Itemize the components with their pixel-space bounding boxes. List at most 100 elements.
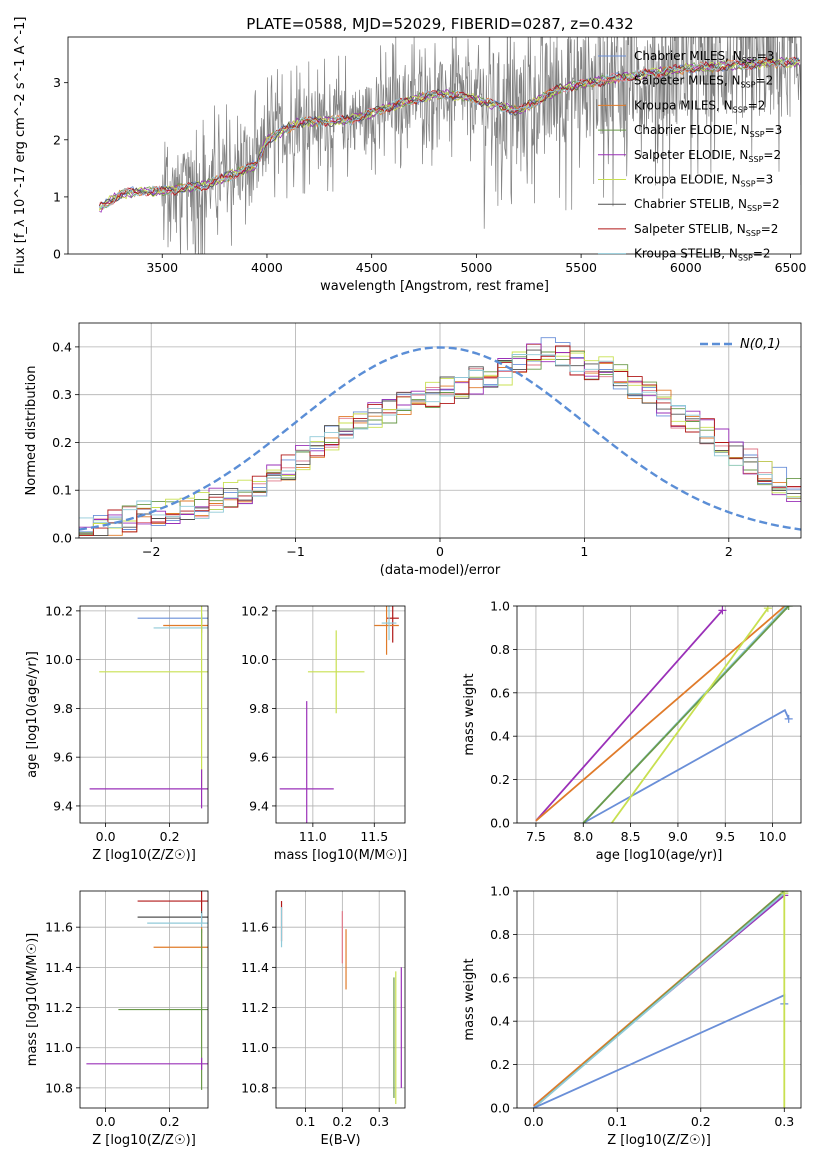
legend-count: =2 (763, 148, 781, 162)
end-marker (784, 714, 793, 723)
legend-label: Kroupa ELODIE, NSSP=3 (634, 173, 773, 189)
y-axis-label: age [log10(age/yr)] (25, 651, 40, 778)
axes-frame (79, 890, 209, 1109)
y-tick-label: 0.0 (52, 531, 72, 546)
end-marker (763, 606, 772, 613)
legend-label: Chabrier ELODIE, NSSP=3 (634, 123, 782, 139)
legend-label: N(0,1) (740, 337, 781, 352)
x-tick-label: 11.5 (360, 829, 388, 844)
y-tick-label: 0.2 (490, 772, 510, 787)
x-tick-label: 7.5 (526, 829, 546, 844)
error-bar-point (137, 891, 208, 912)
model-spectrum (99, 56, 800, 206)
y-tick-label: 9.8 (53, 701, 73, 716)
y-axis-label: Normed distribution (24, 366, 39, 496)
legend-subscript: SSP (741, 81, 756, 90)
x-axis-label: age [log10(age/yr)] (596, 848, 723, 863)
x-tick-label: 6500 (775, 260, 807, 275)
y-tick-label: 0.8 (490, 927, 510, 942)
x-tick-label: 10.0 (759, 829, 787, 844)
panel-age-vs-mass: 11.0 11.5 9.4 9.6 9.8 10.0 10.2 mass [log10(M/M… (241, 603, 407, 863)
legend-count: =2 (762, 197, 780, 211)
x-tick-label: 0.0 (524, 1114, 544, 1129)
y-tick-label: 0.4 (490, 1014, 510, 1029)
y-tick-label: 11.2 (241, 1000, 269, 1015)
panel-mass-vs-ebv: 0.1 0.2 0.3 10.8 11.0 11.2 11.4 11.6 E(B-V) (241, 890, 406, 1148)
legend-subscript: SSP (746, 229, 761, 238)
x-tick-label: 8.5 (621, 829, 641, 844)
y-tick-label: 9.6 (53, 750, 73, 765)
x-tick-label: 5500 (565, 260, 597, 275)
legend-label: Salpeter STELIB, NSSP=2 (634, 222, 778, 238)
error-bar-point (137, 613, 208, 624)
end-marker (718, 606, 727, 615)
x-tick-label: 3500 (146, 260, 178, 275)
error-bar-point (153, 927, 208, 968)
y-tick-label: 9.4 (53, 798, 73, 813)
x-tick-label: 0.0 (96, 1114, 116, 1129)
x-tick-label: 1 (580, 544, 588, 559)
legend-subscript: SSP (750, 130, 765, 139)
x-tick-label: 0.1 (607, 1114, 627, 1129)
y-tick-label: 10.2 (241, 603, 269, 618)
y-tick-label: 0.2 (52, 435, 72, 450)
x-axis-label: Z [log10(Z/Z☉)] (607, 1133, 711, 1148)
legend-count: =2 (748, 98, 766, 112)
x-tick-label: −2 (142, 544, 160, 559)
x-axis-label: wavelength [Angstrom, rest frame] (320, 279, 549, 294)
legend-count: =2 (756, 74, 774, 88)
legend-label: Kroupa MILES, NSSP=2 (634, 98, 765, 114)
x-tick-label: 6000 (670, 260, 702, 275)
cumulative-weight-line (610, 607, 769, 823)
legend-label: Salpeter MILES, NSSP=2 (634, 74, 773, 90)
y-tick-label: 9.8 (249, 701, 269, 716)
error-bar-point (279, 701, 334, 823)
figure-title: PLATE=0588, MJD=52029, FIBERID=0287, z=0… (246, 15, 633, 33)
legend-count: =3 (757, 49, 775, 63)
x-tick-label: −1 (286, 544, 304, 559)
legend-label: Salpeter ELODIE, NSSP=2 (634, 148, 781, 164)
legend-subscript: SSP (738, 254, 753, 263)
axes-frame (275, 890, 406, 1109)
histogram-series (79, 345, 801, 537)
x-tick-label: 0.2 (332, 1114, 352, 1129)
model-spectrum (99, 57, 800, 209)
axes-frame (516, 890, 802, 1109)
cumulative-weight-line (535, 606, 786, 822)
x-tick-label: 11.0 (299, 829, 327, 844)
legend: N(0,1) (700, 337, 781, 352)
x-axis-label: (data-model)/error (380, 563, 501, 578)
legend-count: =2 (753, 247, 771, 261)
plot-area (535, 606, 793, 823)
x-tick-label: 5000 (460, 260, 492, 275)
x-tick-label: 0.1 (296, 1114, 316, 1129)
x-tick-label: 0.3 (774, 1114, 794, 1129)
y-tick-label: 0.2 (490, 1057, 510, 1072)
legend-label: Chabrier MILES, NSSP=3 (634, 49, 774, 65)
y-tick-label: 0.6 (490, 970, 510, 985)
panels: 3500 4000 4500 5000 5500 6000 6500 0 1 2 3 waveleng… (13, 17, 807, 1148)
error-bar-point (86, 1057, 208, 1070)
legend-label: Kroupa STELIB, NSSP=2 (634, 247, 771, 263)
y-tick-label: 0.0 (490, 1101, 510, 1116)
plot-area (279, 606, 399, 823)
x-axis-label: mass [log10(M/M☉)] (274, 848, 407, 863)
y-tick-label: 0.8 (490, 642, 510, 657)
y-axis-label: mass weight (462, 958, 477, 1040)
y-tick-label: 11.2 (45, 1000, 73, 1015)
x-tick-label: 9.5 (715, 829, 735, 844)
legend-subscript: SSP (733, 105, 748, 114)
observed-spectrum (99, 37, 801, 254)
x-tick-label: 0.2 (160, 829, 180, 844)
plot-area (533, 891, 789, 1108)
gaussian-curve (79, 346, 801, 531)
panel-age-vs-z: 0.0 0.2 9.4 9.6 9.8 10.0 10.2 Z [log10(Z/Z☉)] ag… (25, 603, 209, 863)
y-tick-label: 0.4 (52, 339, 72, 354)
legend-subscript: SSP (748, 155, 763, 164)
y-tick-label: 9.4 (249, 798, 269, 813)
cumulative-weight-line (533, 892, 785, 1108)
plot-area (89, 606, 208, 809)
y-tick-label: 11.0 (45, 1040, 73, 1055)
axes-frame (78, 322, 802, 539)
